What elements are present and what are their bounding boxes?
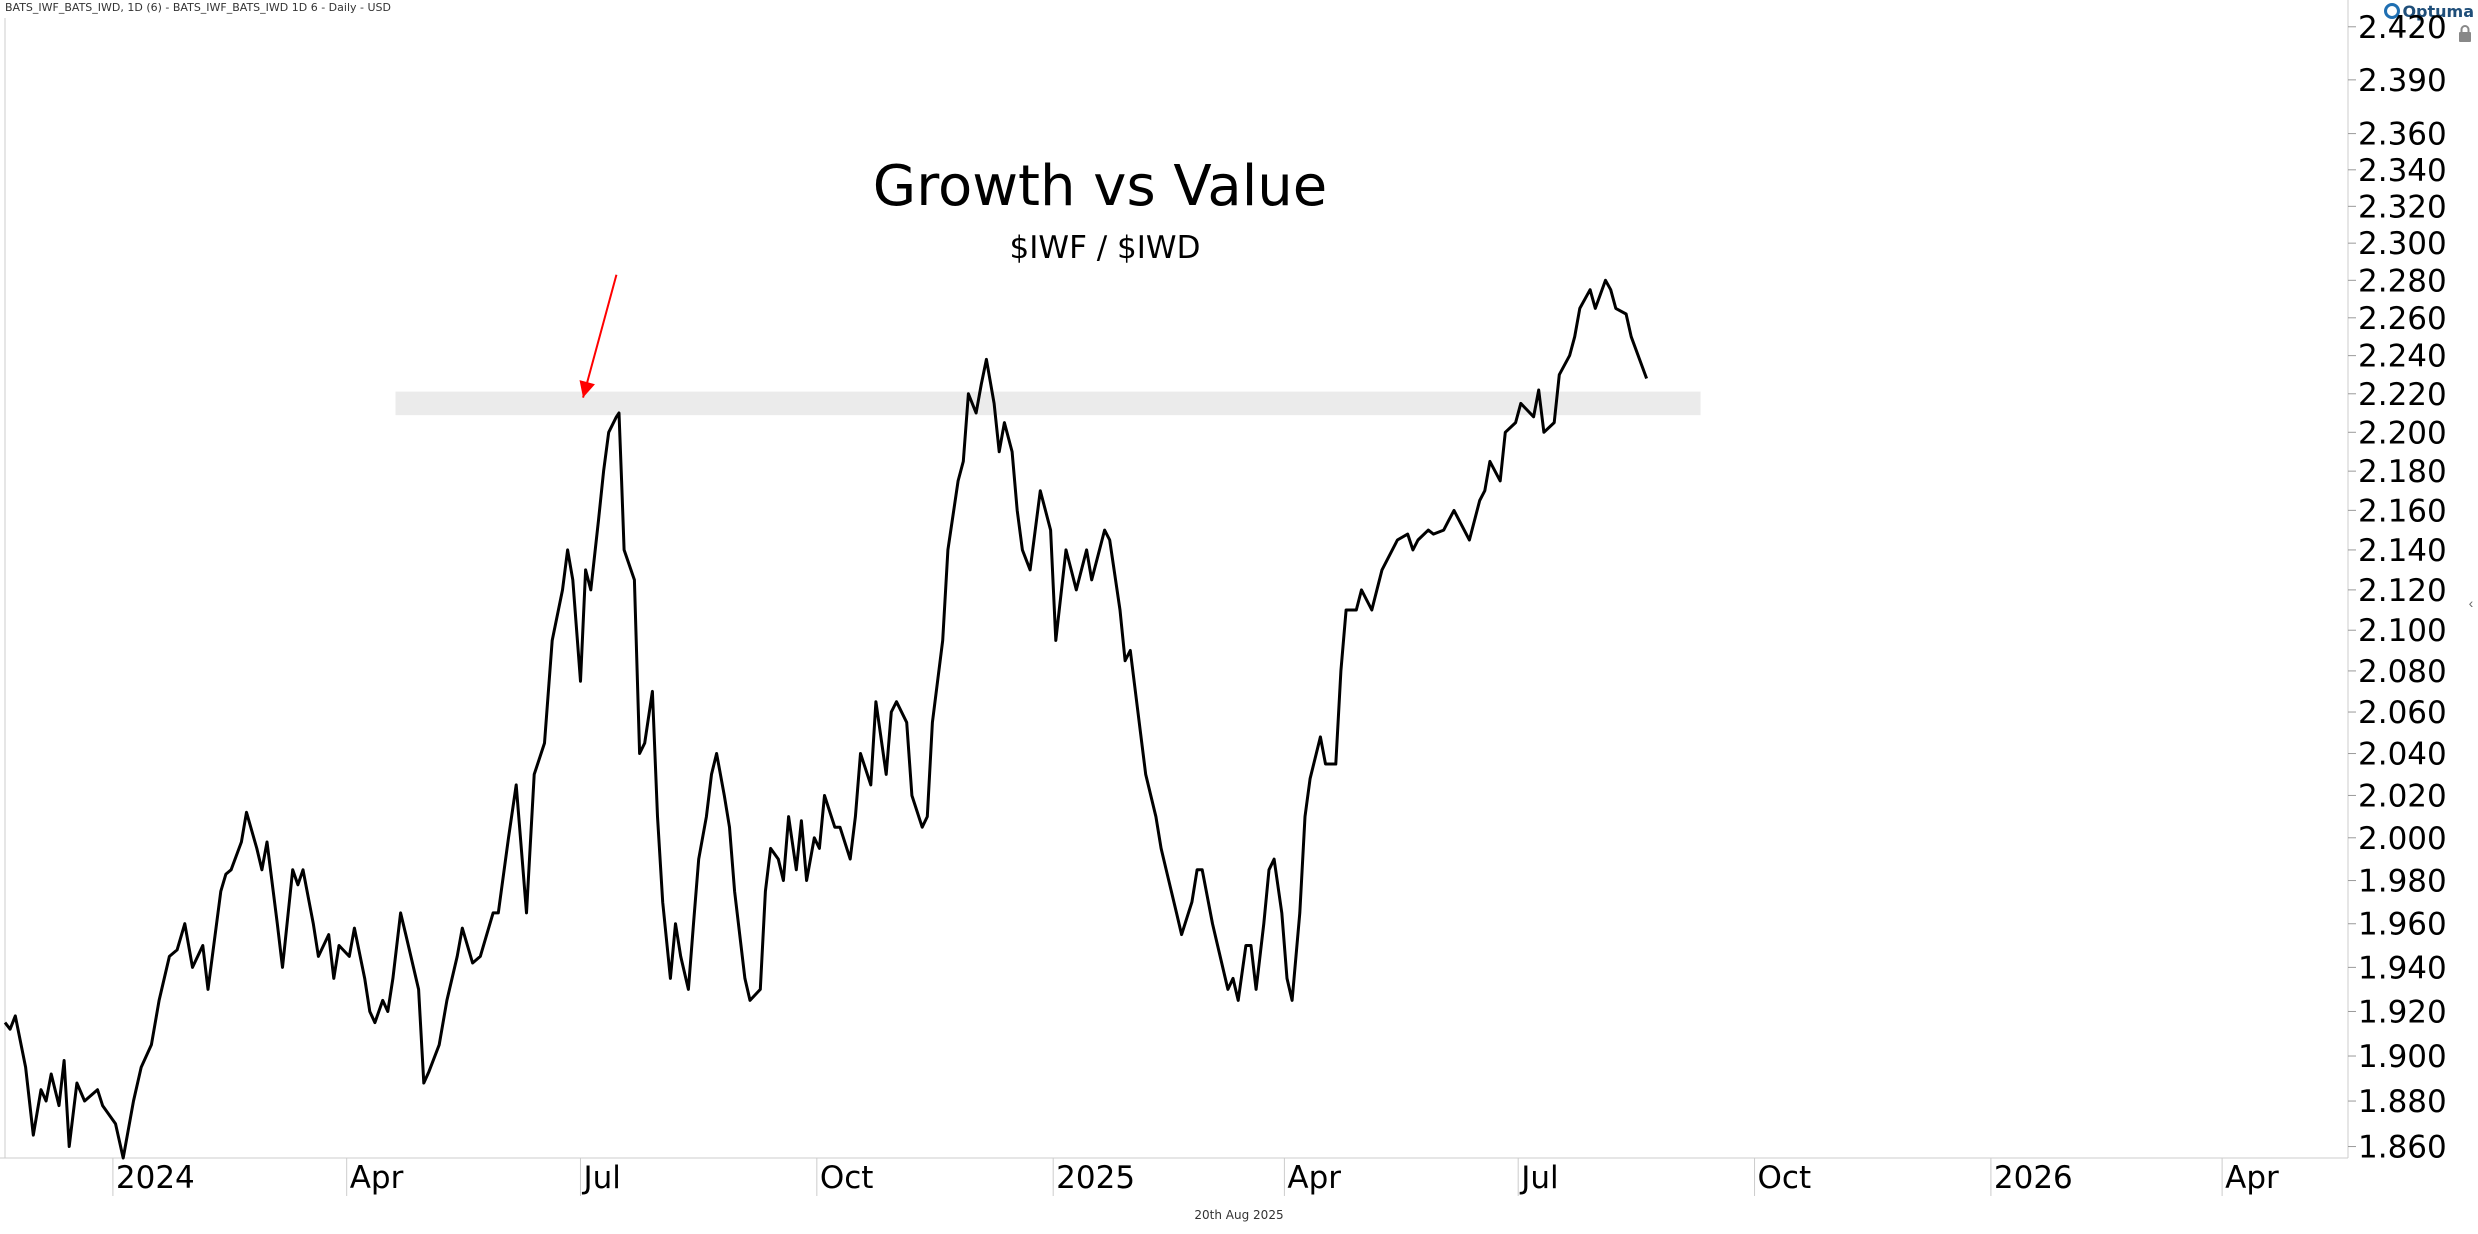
x-tick-label-6: Jul bbox=[1519, 1160, 1558, 1196]
y-tick-label-19: 2.020 bbox=[2358, 778, 2447, 814]
y-tick-label-20: 2.000 bbox=[2358, 821, 2447, 857]
annotation-arrow-shaft bbox=[582, 274, 618, 398]
y-tick-label-16: 2.080 bbox=[2358, 654, 2447, 690]
y-tick-label-11: 2.180 bbox=[2358, 454, 2447, 490]
y-tick-label-24: 1.920 bbox=[2358, 994, 2447, 1030]
x-tick-label-5: Apr bbox=[1287, 1160, 1341, 1196]
symbol-header: BATS_IWF_BATS_IWD, 1D (6) - BATS_IWF_BAT… bbox=[5, 1, 391, 14]
y-tick-label-0: 2.420 bbox=[2358, 10, 2447, 46]
footer-date: 20th Aug 2025 bbox=[1194, 1208, 1284, 1222]
x-axis-ticks: 2024 Apr Jul Oct 2025 Apr Jul Oct 2026 Apr bbox=[112, 1158, 2279, 1196]
y-tick-label-23: 1.940 bbox=[2358, 950, 2447, 986]
y-tick-label-8: 2.240 bbox=[2358, 339, 2447, 375]
y-tick-label-10: 2.200 bbox=[2358, 415, 2447, 451]
x-tick-label-0: 2024 bbox=[116, 1160, 195, 1196]
x-tick-label-7: Oct bbox=[1758, 1160, 1812, 1196]
y-tick-label-6: 2.280 bbox=[2358, 263, 2447, 299]
x-tick-label-8: 2026 bbox=[1994, 1160, 2073, 1196]
y-tick-label-12: 2.160 bbox=[2358, 493, 2447, 529]
y-tick-label-9: 2.220 bbox=[2358, 377, 2447, 413]
optuma-logo: Optuma bbox=[2384, 1, 2474, 21]
resistance-band bbox=[395, 391, 1701, 416]
y-tick-label-26: 1.880 bbox=[2358, 1084, 2447, 1120]
x-tick-label-2: Jul bbox=[581, 1160, 620, 1196]
annotation-arrow-head bbox=[579, 380, 595, 398]
annotation-arrow bbox=[579, 274, 618, 398]
lock-icon[interactable] bbox=[2456, 24, 2474, 44]
optuma-logo-text: Optuma bbox=[2402, 1, 2474, 21]
y-tick-label-3: 2.340 bbox=[2358, 153, 2447, 189]
y-tick-label-2: 2.360 bbox=[2358, 117, 2447, 153]
y-tick-label-1: 2.390 bbox=[2358, 63, 2447, 99]
chart-title: Growth vs Value bbox=[873, 154, 1327, 219]
x-tick-label-9: Apr bbox=[2225, 1160, 2279, 1196]
x-tick-label-3: Oct bbox=[820, 1160, 874, 1196]
y-tick-label-14: 2.120 bbox=[2358, 573, 2447, 609]
y-tick-label-7: 2.260 bbox=[2358, 301, 2447, 337]
y-axis-ticks: 2.420 2.390 2.3602.3402.3202.3002.2802.260… bbox=[2348, 10, 2447, 1166]
y-tick-label-17: 2.060 bbox=[2358, 695, 2447, 731]
collapse-panel-chevron-icon[interactable]: ‹ bbox=[2468, 595, 2474, 611]
y-tick-label-21: 1.980 bbox=[2358, 864, 2447, 900]
y-tick-label-27: 1.860 bbox=[2358, 1130, 2447, 1166]
y-tick-label-25: 1.900 bbox=[2358, 1039, 2447, 1075]
optuma-logo-icon bbox=[2384, 3, 2401, 19]
y-tick-label-15: 2.100 bbox=[2358, 613, 2447, 649]
x-tick-label-4: 2025 bbox=[1056, 1160, 1135, 1196]
y-tick-label-22: 1.960 bbox=[2358, 907, 2447, 943]
chart-subtitle: $IWF / $IWD bbox=[1010, 230, 1201, 266]
series-line bbox=[3, 278, 1649, 1160]
y-tick-label-18: 2.040 bbox=[2358, 737, 2447, 773]
x-tick-label-1: Apr bbox=[350, 1160, 404, 1196]
y-tick-label-5: 2.300 bbox=[2358, 226, 2447, 262]
y-tick-label-4: 2.320 bbox=[2358, 189, 2447, 225]
y-tick-label-13: 2.140 bbox=[2358, 533, 2447, 569]
